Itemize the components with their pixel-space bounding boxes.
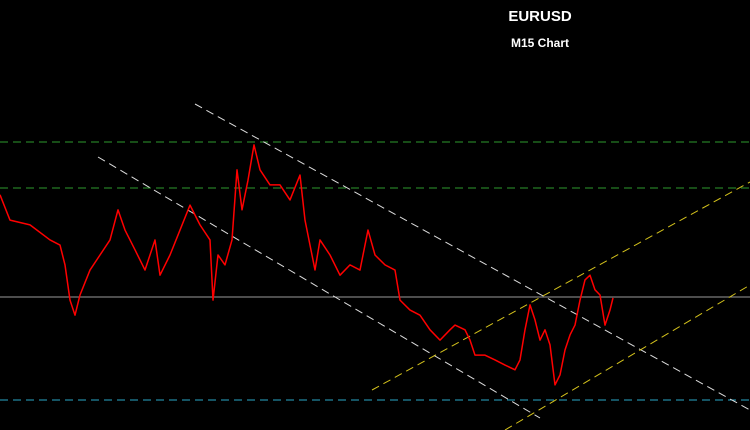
levels	[0, 103, 750, 430]
channel-line	[97, 156, 541, 419]
price-line	[0, 144, 614, 386]
channel-line	[194, 103, 750, 411]
channel-line	[504, 284, 750, 430]
chart-title: EURUSD	[508, 8, 572, 25]
chart-subtitle: M15 Chart	[511, 36, 569, 50]
channel-line	[371, 181, 750, 391]
